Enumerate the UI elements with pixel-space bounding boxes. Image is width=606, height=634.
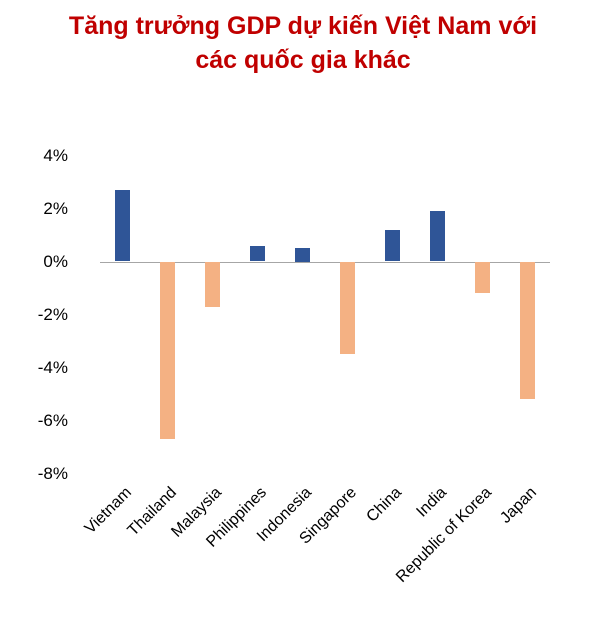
plot-area — [100, 156, 550, 474]
chart-title: Tăng trưởng GDP dự kiến Việt Nam với các… — [0, 0, 606, 78]
y-tick-label: 4% — [43, 145, 68, 165]
bar-japan — [520, 261, 535, 400]
bar-indonesia — [295, 248, 310, 262]
bar-thailand — [160, 261, 175, 440]
bar-philippines — [250, 245, 265, 262]
chart-title-line1: Tăng trưởng GDP dự kiến Việt Nam với — [68, 12, 538, 40]
bar-malaysia — [205, 261, 220, 307]
bar-vietnam — [115, 189, 130, 262]
y-tick-label: -2% — [37, 304, 68, 324]
y-tick-label: -8% — [37, 463, 68, 483]
bar-singapore — [340, 261, 355, 355]
y-tick-label: -4% — [37, 357, 68, 377]
bar-republic-of-korea — [475, 261, 490, 294]
y-tick-label: 2% — [43, 198, 68, 218]
bar-china — [385, 229, 400, 262]
chart-title-line2: các quốc gia khác — [195, 45, 411, 74]
bar-india — [430, 211, 445, 262]
y-tick-label: 0% — [43, 251, 68, 271]
gdp-bar-chart: 4% 2% 0% -2% -4% -6% -8% Vietnam Thailand Malaysi… — [0, 96, 606, 634]
y-tick-label: -6% — [37, 410, 68, 430]
zero-axis-line — [100, 261, 550, 263]
